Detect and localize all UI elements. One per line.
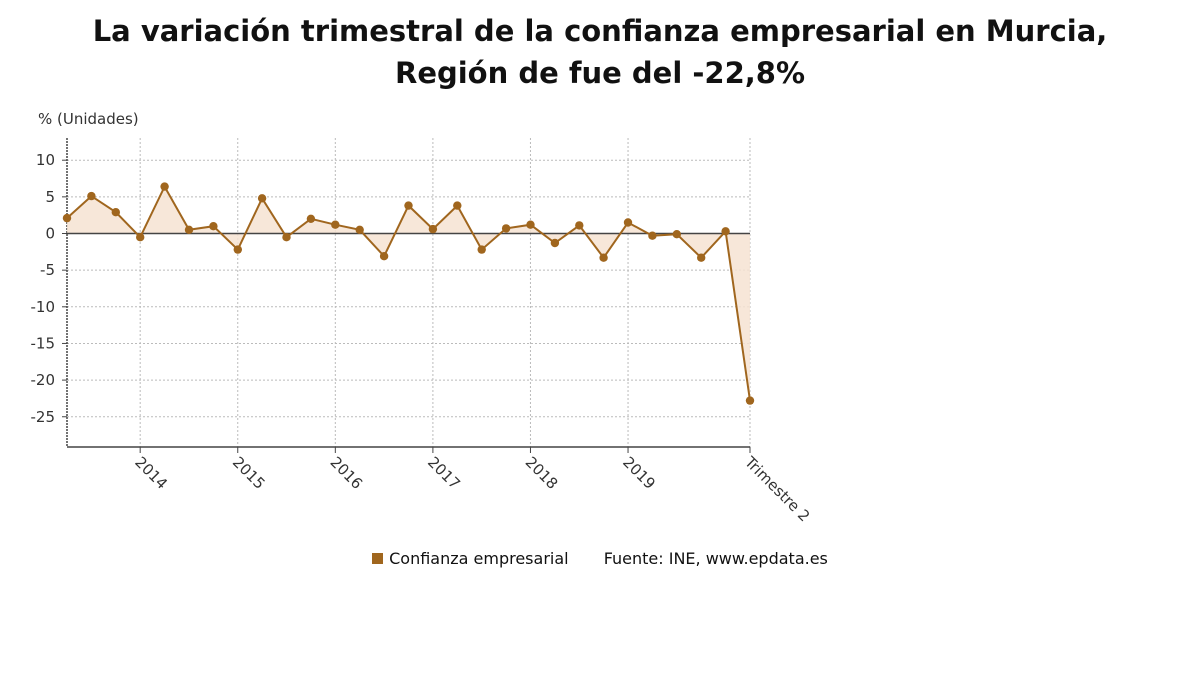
data-point [355,225,364,234]
data-point [526,220,535,229]
data-point [477,245,486,254]
legend-swatch [372,553,384,564]
data-point [697,253,706,262]
data-point [575,221,584,230]
y-axis-label: % (Unidades) [38,110,139,128]
chart-title-line-1: La variación trimestral de la confianza … [92,14,1108,48]
data-point [136,233,145,242]
data-point [111,208,121,217]
data-point [550,238,560,248]
data-point [331,220,340,229]
data-point [184,225,194,234]
data-point [745,396,755,405]
x-tick-label: 2016 [326,453,366,493]
data-point [501,224,511,233]
data-point [257,194,267,203]
y-tick-label: -5 [40,261,55,279]
source-text: Fuente: INE, www.epdata.es [603,549,828,568]
y-tick-label: -20 [31,371,56,389]
chart-title: La variación trimestral de la confianza … [0,10,1200,94]
data-point [87,191,96,201]
data-point [721,227,730,236]
series-area-fill [67,186,750,401]
data-point [306,214,316,223]
legend-series-label: Confianza empresarial [389,549,569,568]
data-point [160,182,169,191]
x-tick-label: Trimestre 2 [740,452,813,525]
y-tick-label: -15 [31,334,56,352]
x-tick-label: 2015 [229,453,269,493]
data-point [233,245,242,254]
data-point [282,233,291,242]
chart-title-line-2: Región de fue del -22,8% [394,56,806,90]
legend: Confianza empresarial Fuente: INE, www.e… [0,549,1200,568]
x-tick-label: 2017 [424,453,464,493]
y-tick-label: -25 [31,408,56,426]
data-point [453,201,462,210]
x-tick-label: 2018 [522,453,562,493]
data-point [672,230,681,239]
data-point [404,201,413,210]
data-point [623,218,633,227]
data-point [379,252,389,261]
data-point [599,253,608,262]
data-point [648,231,657,240]
y-tick-label: 10 [36,151,55,169]
x-tick-label: 2014 [131,453,171,493]
y-tick-label: -10 [31,298,56,316]
x-tick-label: 2019 [619,453,659,493]
y-tick-label: 0 [45,225,55,243]
data-point [62,213,72,223]
data-point [209,222,218,231]
y-tick-label: 5 [45,188,55,206]
data-point [428,224,438,234]
